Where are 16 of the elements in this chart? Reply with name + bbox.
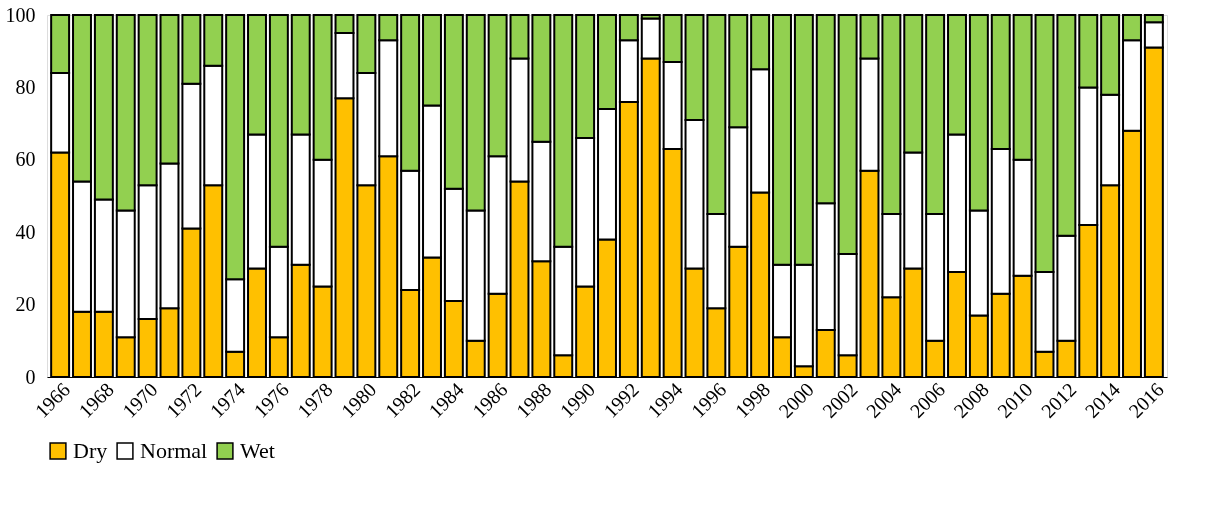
x-tick-label: 1990 [555,378,600,422]
x-tick-label: 1992 [599,378,644,422]
y-tick-label: 100 [5,3,36,26]
legend-label: Dry [73,438,108,463]
x-tick-label: 1968 [74,378,119,422]
x-tick-label: 1982 [380,378,425,422]
y-tick-label: 40 [15,220,36,243]
legend-label: Wet [240,438,275,463]
legend-label: Normal [140,438,208,463]
y-tick-label: 80 [15,75,36,98]
y-tick-label: 60 [15,148,36,171]
x-tick-label: 1980 [336,378,381,422]
x-tick-label: 1972 [161,378,206,422]
y-tick-label: 0 [25,365,36,388]
x-tick-label: 1970 [117,378,162,422]
y-tick-label: 20 [15,293,36,316]
